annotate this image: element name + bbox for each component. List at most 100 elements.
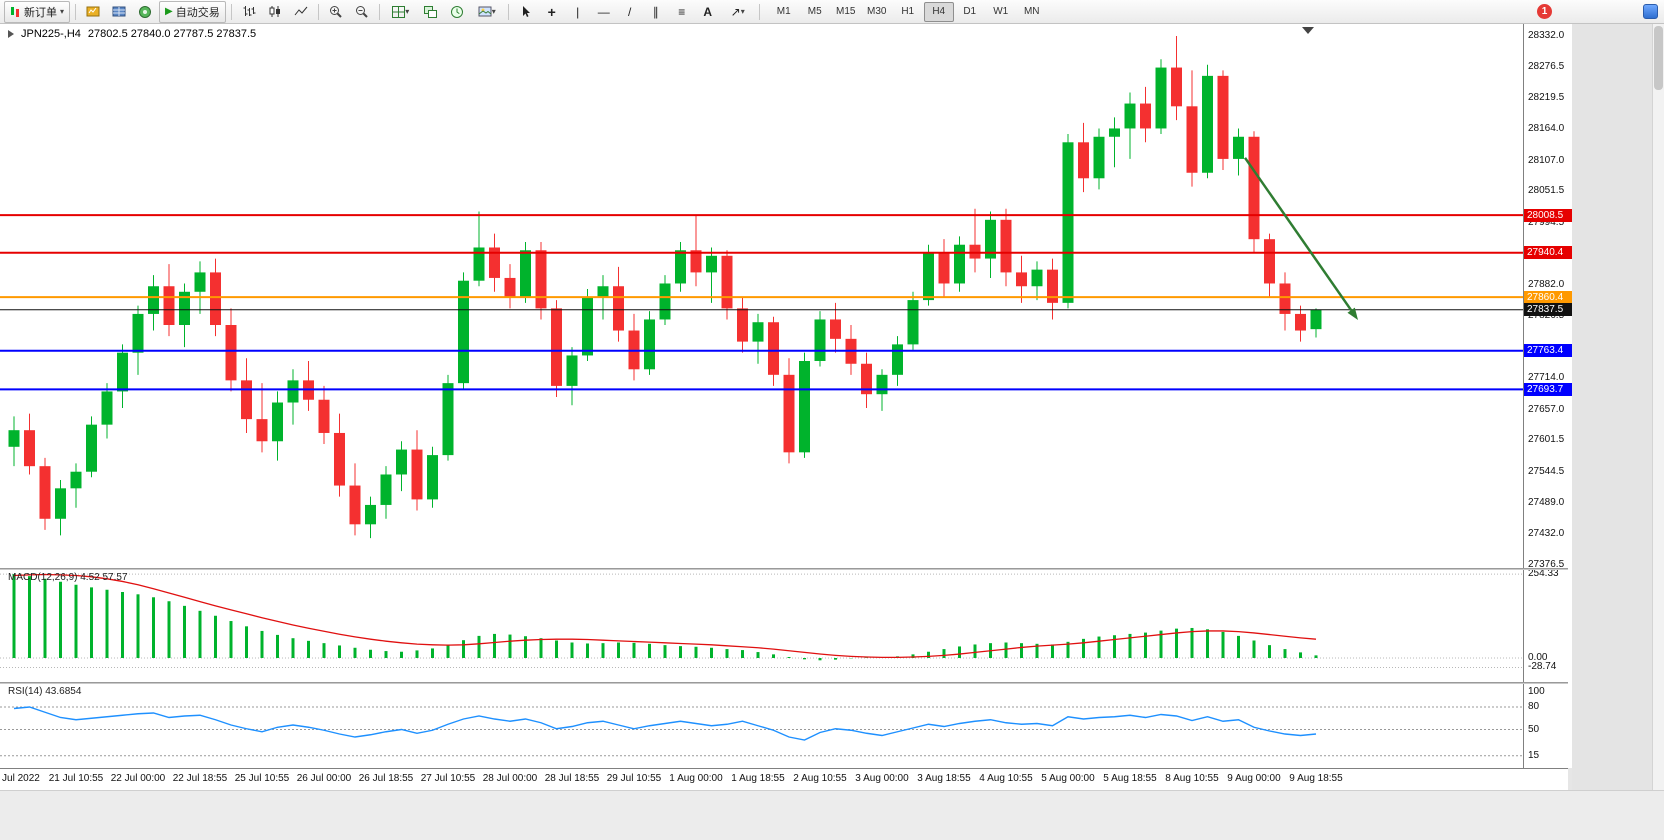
line-chart-icon (294, 6, 308, 16)
time-label: 3 Aug 18:55 (917, 773, 971, 784)
crosshair-icon: + (547, 3, 556, 20)
time-label: 9 Aug 00:00 (1227, 773, 1281, 784)
candle (489, 233, 500, 292)
new-order-label: 新订单 (24, 6, 57, 19)
time-label: 3 Aug 00:00 (855, 773, 909, 784)
new-order-icon (10, 6, 21, 18)
trendline-tool-button[interactable]: / (618, 1, 642, 23)
price-tick: 27432.0 (1528, 528, 1565, 540)
candle (241, 358, 252, 433)
chart-shift-marker[interactable] (1302, 27, 1314, 34)
time-axis[interactable]: 20 Jul 2022 21 Jul 10:55 22 Jul 00:00 22 Ju… (0, 768, 1568, 790)
candle (458, 272, 469, 389)
candle (101, 383, 113, 439)
time-label: 1 Aug 00:00 (669, 773, 723, 784)
candle (272, 391, 283, 461)
chart-snapshot-button[interactable]: ▾ (471, 1, 503, 23)
timeframe-group: M1 M5 M15 M30 H1 H4 D1 W1 MN (769, 1, 1047, 22)
trend-arrow[interactable] (1243, 157, 1353, 311)
candle (504, 264, 516, 309)
panel-splitter[interactable] (0, 568, 1568, 570)
candle (24, 413, 35, 475)
new-chart-button[interactable] (81, 1, 105, 23)
channel-icon: ∥ (652, 4, 659, 19)
candlestick-icon (269, 6, 280, 17)
timeframe-button-m1[interactable]: M1 (776, 5, 791, 17)
rsi-axis-label: 15 (1528, 749, 1540, 761)
one-click-trading-toggle[interactable] (8, 30, 14, 38)
candle (8, 416, 20, 467)
crosshair-tool-button[interactable]: + (540, 1, 564, 23)
new-order-button[interactable]: 新订单 ▾ (4, 0, 71, 23)
rsi-indicator-panel[interactable]: RSI(14) 43.6854 (0, 684, 1523, 768)
candle (318, 385, 330, 445)
chart-window: JPN225-,H4 27802.5 27840.0 27787.5 27837… (0, 24, 1572, 790)
autotrading-play-icon: ▶ (165, 5, 173, 17)
toolbar-separator (378, 3, 380, 20)
arrange-windows-button[interactable] (419, 1, 443, 23)
notifications-badge[interactable]: 1 (1537, 4, 1552, 19)
candle (256, 383, 268, 453)
candle (1093, 128, 1105, 190)
candle (566, 347, 578, 406)
community-icon[interactable] (1643, 4, 1658, 19)
period-clock-button[interactable] (445, 1, 469, 23)
timeframe-button-m30[interactable]: M30 (866, 5, 887, 17)
channel-tool-button[interactable]: ∥ (644, 1, 668, 23)
candle (39, 457, 51, 530)
timeframe-button-w1[interactable]: W1 (993, 5, 1009, 17)
price-chart-panel[interactable]: JPN225-,H4 27802.5 27840.0 27787.5 27837… (0, 24, 1523, 568)
candle (163, 264, 175, 337)
tile-windows-button[interactable]: ▾ (385, 1, 417, 23)
macd-axis-label: 0.00 (1528, 652, 1548, 663)
timeframe-button-d1[interactable]: D1 (963, 5, 977, 17)
candle (551, 300, 562, 397)
panel-splitter[interactable] (0, 682, 1568, 684)
cursor-tool-button[interactable] (514, 1, 538, 23)
timeframe-button-m5[interactable]: M5 (807, 5, 822, 17)
price-badge: 27837.5 (1524, 303, 1572, 317)
rsi-axis-label: 80 (1528, 701, 1540, 712)
candle (520, 241, 531, 303)
timeframe-button-mn[interactable]: MN (1023, 5, 1040, 17)
zoom-in-button[interactable] (324, 1, 348, 23)
time-label: 1 Aug 18:55 (731, 773, 785, 784)
candle (349, 463, 361, 536)
arrows-tool-button[interactable]: ↗ ▾ (722, 1, 754, 23)
price-tick: 27544.5 (1528, 465, 1565, 477)
timeframe-button-h4[interactable]: H4 (923, 1, 954, 22)
price-axis[interactable]: 28332.0 28276.5 28219.5 28164.0 28107.0 28051… (1523, 24, 1572, 768)
text-tool-button[interactable]: A (696, 1, 720, 23)
time-label: 5 Aug 18:55 (1103, 773, 1157, 784)
line-chart-mode-button[interactable] (289, 1, 313, 23)
candle (396, 441, 407, 492)
time-label: 26 Jul 18:55 (358, 773, 414, 784)
timeframe-button-h1[interactable]: H1 (901, 5, 915, 17)
candlestick-mode-button[interactable] (263, 1, 287, 23)
price-tick: 27994.5 (1528, 216, 1565, 228)
chart-symbol-period: JPN225-,H4 (21, 28, 81, 40)
price-tick: 27489.0 (1528, 496, 1565, 508)
bar-chart-mode-button[interactable] (237, 1, 261, 23)
scrollbar-thum b[interactable] (1654, 26, 1663, 90)
candle (675, 241, 686, 292)
autotrading-button[interactable]: ▶ 自动交易 (159, 0, 226, 23)
candle (814, 311, 826, 367)
horizontal-line-tool-button[interactable]: — (592, 1, 616, 23)
candle (985, 211, 996, 278)
autotrading-label: 自动交易 (175, 6, 220, 19)
candle (659, 275, 671, 326)
candle (132, 305, 144, 375)
fibonacci-tool-button[interactable]: ≡ (670, 1, 694, 23)
macd-indicator-panel[interactable]: MACD(12,26,9) 4.52 57.57 (0, 570, 1523, 682)
timeframe-button-m15[interactable]: M15 (835, 5, 856, 17)
zoom-out-button[interactable] (350, 1, 374, 23)
caret-down-icon: ▾ (740, 7, 745, 16)
vertical-scrollbar[interactable] (1652, 24, 1664, 790)
market-watch-button[interactable] (107, 1, 131, 23)
navigator-button[interactable] (133, 1, 157, 23)
vertical-line-tool-button[interactable]: | (566, 1, 590, 23)
macd-signal-line (13, 573, 1317, 658)
time-label: 9 Aug 18:55 (1289, 773, 1343, 784)
candle (1202, 64, 1213, 179)
